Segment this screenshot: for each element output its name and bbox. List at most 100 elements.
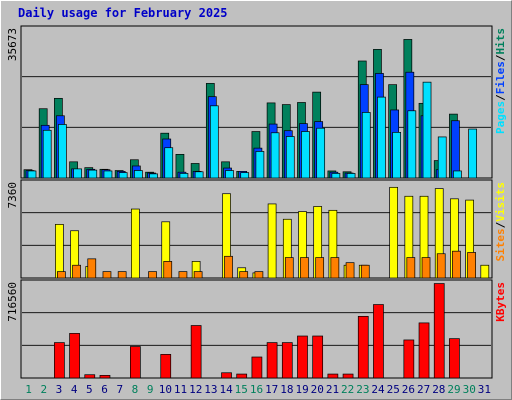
pages-bar <box>240 172 250 179</box>
panel-1-max-label: 35673 <box>6 28 19 61</box>
visits-bar <box>480 264 490 279</box>
day-label: 16 <box>250 383 263 396</box>
pages-bar <box>42 129 52 179</box>
day-label: 7 <box>116 383 123 396</box>
kbytes-bar <box>327 373 339 379</box>
kbytes-bar <box>54 342 65 379</box>
kbytes-bar <box>221 372 232 379</box>
sites-bar <box>300 257 309 279</box>
pages-bar <box>103 170 113 179</box>
legend-top: Pages/Files/Hits <box>494 28 507 134</box>
day-label: 10 <box>159 383 172 396</box>
chart-labels: 35673 7360 716560 Pages/Files/Hits Sites / Vis… <box>6 28 507 396</box>
kbytes-bar <box>130 346 141 379</box>
pages-bar <box>118 172 128 179</box>
kbytes-bar <box>312 335 324 379</box>
pages-bar <box>437 136 447 179</box>
kbytes-bar <box>236 373 248 379</box>
pages-bar <box>194 171 204 179</box>
pages-bar <box>453 170 462 179</box>
chart-bars <box>23 39 490 379</box>
day-label: 17 <box>265 383 278 396</box>
legend-top-part: Hits <box>494 28 507 55</box>
legend-middle-part: Sites <box>494 228 507 261</box>
sites-bar <box>345 262 355 279</box>
pages-bar <box>179 173 189 179</box>
pages-bar <box>270 132 280 179</box>
day-label: 13 <box>204 383 217 396</box>
legend-bottom-part: KBytes <box>494 282 507 322</box>
day-label: 22 <box>341 383 354 396</box>
panel-2-max-label: 7360 <box>6 182 19 209</box>
legend-middle-part: Visits <box>494 182 507 222</box>
day-label: 25 <box>387 383 400 396</box>
pages-bar <box>134 170 143 179</box>
day-label: 15 <box>235 383 248 396</box>
day-label: 26 <box>402 383 415 396</box>
day-label: 19 <box>295 383 308 396</box>
kbytes-bar <box>342 373 354 379</box>
sites-bar <box>254 271 264 279</box>
pages-bar <box>285 136 295 179</box>
sites-bar <box>406 257 416 279</box>
kbytes-bar <box>190 325 202 379</box>
pages-bar <box>73 168 82 179</box>
legend-top-part: / <box>494 54 507 61</box>
day-label: 20 <box>311 383 324 396</box>
day-label: 5 <box>86 383 93 396</box>
pages-bar <box>301 131 310 179</box>
pages-bar <box>361 112 371 179</box>
visits-bar <box>389 186 398 279</box>
kbytes-bar <box>373 304 384 379</box>
legend-top-part: Pages <box>494 101 507 134</box>
day-label: 1 <box>25 383 32 396</box>
pages-bar <box>377 96 386 179</box>
kbytes-bar <box>69 333 80 379</box>
kbytes-bar <box>449 338 460 379</box>
sites-bar <box>421 257 431 279</box>
kbytes-bar <box>403 339 415 379</box>
pages-bar <box>331 173 341 179</box>
kbytes-bar <box>84 374 96 379</box>
sites-bar <box>57 271 66 279</box>
sites-bar <box>284 257 294 279</box>
kbytes-bar <box>297 335 308 379</box>
day-label: 4 <box>71 383 78 396</box>
legend-top-part: Files <box>494 61 507 94</box>
day-label: 23 <box>356 383 369 396</box>
sites-bar <box>224 255 233 279</box>
day-label: 3 <box>56 383 63 396</box>
sites-bar <box>87 258 97 279</box>
day-label: 31 <box>478 383 491 396</box>
visits-bar <box>267 203 277 279</box>
sites-bar <box>178 271 188 279</box>
day-label: 18 <box>280 383 293 396</box>
pages-bar <box>407 110 417 179</box>
files-bar <box>451 120 460 179</box>
pages-bar <box>209 105 219 179</box>
panel-3-max-label: 716560 <box>6 282 19 322</box>
kbytes-bar <box>357 315 369 379</box>
kbytes-bar <box>281 342 293 379</box>
day-label: 30 <box>463 383 476 396</box>
sites-bar <box>467 252 476 279</box>
pages-bar <box>164 147 174 179</box>
legend-bottom: KBytes <box>494 282 507 322</box>
kbytes-bar <box>251 356 263 379</box>
sites-bar <box>163 261 173 279</box>
pages-bar <box>422 81 432 179</box>
pages-bar <box>255 151 265 179</box>
visits-bar <box>55 224 64 279</box>
day-label: 11 <box>174 383 187 396</box>
kbytes-bar <box>418 322 430 379</box>
kbytes-bar <box>433 283 445 379</box>
pages-bar <box>58 124 67 179</box>
legend-top-part: / <box>494 94 507 101</box>
sites-bar <box>330 257 340 279</box>
chart-title: Daily usage for February 2025 <box>18 6 228 20</box>
pages-bar <box>225 170 234 179</box>
day-label: 12 <box>189 383 202 396</box>
day-label: 6 <box>101 383 108 396</box>
kbytes-bar <box>99 375 111 379</box>
